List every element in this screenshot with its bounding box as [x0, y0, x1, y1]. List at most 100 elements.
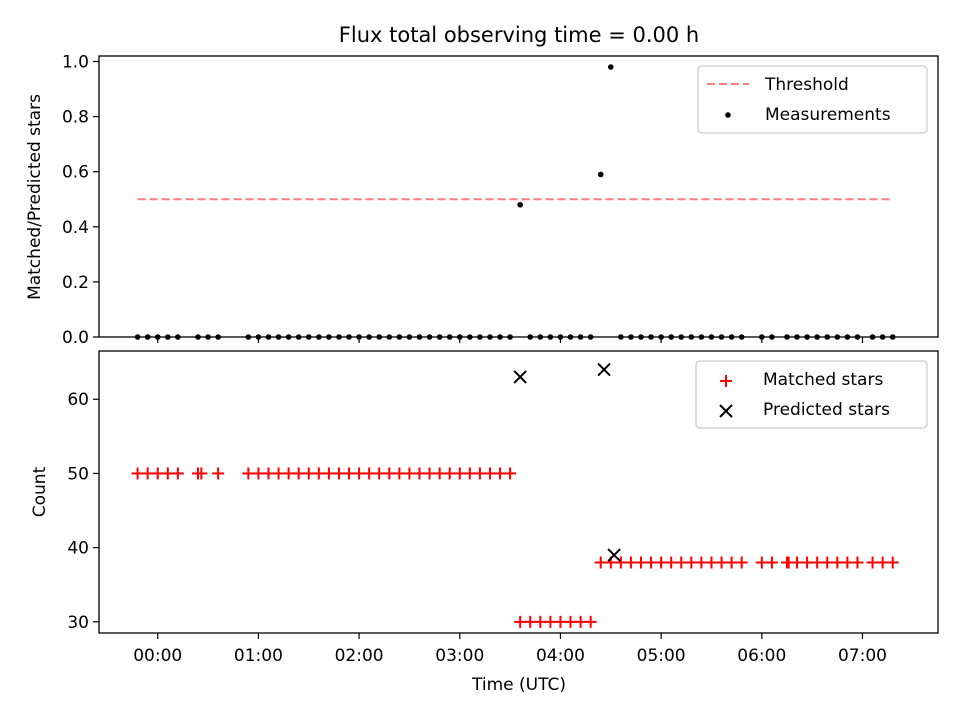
matched-star-point: [195, 467, 208, 480]
predicted-star-point: [513, 370, 527, 384]
measurement-point: [487, 334, 493, 340]
measurement-point: [597, 171, 604, 178]
matched-star-point: [574, 615, 587, 628]
measurement-point: [507, 334, 513, 340]
measurement-point: [396, 334, 403, 340]
matched-star-point: [811, 556, 824, 569]
bottom-y-tick-label: 50: [67, 464, 89, 484]
measurement-point: [285, 334, 292, 340]
measurement-point: [446, 334, 453, 340]
matched-star-point: [443, 467, 456, 480]
matched-star-point: [821, 556, 834, 569]
x-axis-label: Time (UTC): [471, 675, 566, 695]
matched-star-point: [151, 467, 164, 480]
measurement-point: [688, 334, 695, 340]
matched-star-point: [433, 467, 446, 480]
measurement-point: [527, 334, 534, 340]
matched-star-point: [302, 467, 315, 480]
threshold-legend-label: Threshold: [764, 75, 849, 95]
matched-star-point: [584, 615, 597, 628]
top-y-tick-label: 0.6: [62, 163, 89, 183]
matched-star-point: [715, 556, 728, 569]
measurement-point: [416, 334, 423, 340]
bottom-legend: Matched stars Predicted stars: [695, 360, 928, 429]
measurement-point: [759, 334, 765, 340]
measurement-point: [587, 334, 594, 340]
chart-title: Flux total observing time = 0.00 h: [339, 23, 699, 47]
measurement-point: [366, 334, 372, 340]
measurement-point: [205, 334, 211, 340]
measurement-point: [834, 334, 841, 340]
predicted-stars-legend-marker: [719, 404, 733, 418]
matched-star-point: [866, 556, 879, 569]
measurement-point: [537, 334, 544, 340]
matched-star-point: [534, 615, 547, 628]
matched-star-point: [735, 556, 748, 569]
matched-star-point: [655, 556, 668, 569]
measurement-point: [255, 334, 262, 340]
matched-star-point: [312, 467, 325, 480]
measurement-point: [668, 334, 674, 340]
top-y-tick-label: 0.2: [62, 273, 89, 293]
measurement-point: [738, 334, 745, 340]
bottom-legend-box: [695, 360, 928, 429]
x-tick-label: 02:00: [335, 646, 384, 666]
measurement-point: [567, 334, 574, 340]
matched-star-point: [252, 467, 265, 480]
x-tick-label: 03:00: [435, 646, 484, 666]
matched-star-point: [514, 615, 527, 628]
matched-star-point: [423, 467, 436, 480]
predicted-stars-series: [513, 362, 621, 562]
matched-star-point: [473, 467, 486, 480]
matched-star-point: [212, 467, 225, 480]
measurement-point: [869, 334, 876, 340]
predicted-star-point: [597, 362, 611, 377]
matched-star-point: [141, 467, 154, 480]
measurement-point: [356, 334, 362, 340]
measurement-point: [164, 334, 171, 340]
matched-star-point: [262, 467, 275, 480]
matched-star-point: [725, 556, 738, 569]
measurement-point: [295, 334, 302, 340]
measurement-point: [376, 334, 383, 340]
matched-star-point: [242, 467, 255, 480]
measurement-point: [794, 334, 800, 340]
measurement-point: [346, 334, 352, 340]
matched-star-point: [554, 615, 567, 628]
measurement-point: [517, 201, 523, 208]
matched-star-point: [841, 556, 854, 569]
measurement-point: [854, 334, 861, 340]
measurement-point: [275, 334, 282, 340]
matched-star-point: [695, 556, 708, 569]
matched-star-point: [645, 556, 658, 569]
matched-star-point: [544, 615, 557, 628]
measurement-point: [144, 334, 151, 340]
measurement-point: [245, 334, 252, 340]
measurement-point: [804, 334, 810, 340]
matched-star-point: [272, 467, 285, 480]
bottom-y-tick-label: 30: [67, 613, 89, 633]
matched-star-point: [292, 467, 305, 480]
matched-star-point: [705, 556, 718, 569]
measurement-point: [547, 334, 554, 340]
measurement-point: [698, 334, 705, 340]
measurement-point: [577, 334, 584, 340]
matched-star-point: [524, 615, 537, 628]
matched-star-point: [755, 556, 768, 569]
matched-star-point: [665, 556, 678, 569]
measurement-point: [678, 334, 685, 340]
bottom-x-axis: 00:00 01:00 02:00 03:00 04:00 05:00 06:00 07:00: [133, 633, 887, 666]
measurement-point: [497, 334, 503, 340]
bottom-y-tick-label: 60: [67, 390, 89, 410]
measurement-point: [326, 334, 332, 340]
bottom-y-tick-label: 40: [67, 539, 89, 559]
matched-stars-legend-label: Matched stars: [763, 370, 883, 390]
measurement-point: [467, 334, 473, 340]
top-legend-box: [697, 65, 928, 134]
measurement-point: [175, 334, 181, 340]
matched-star-point: [282, 467, 295, 480]
matched-star-point: [831, 556, 844, 569]
measurements-legend-label: Measurements: [765, 105, 891, 125]
